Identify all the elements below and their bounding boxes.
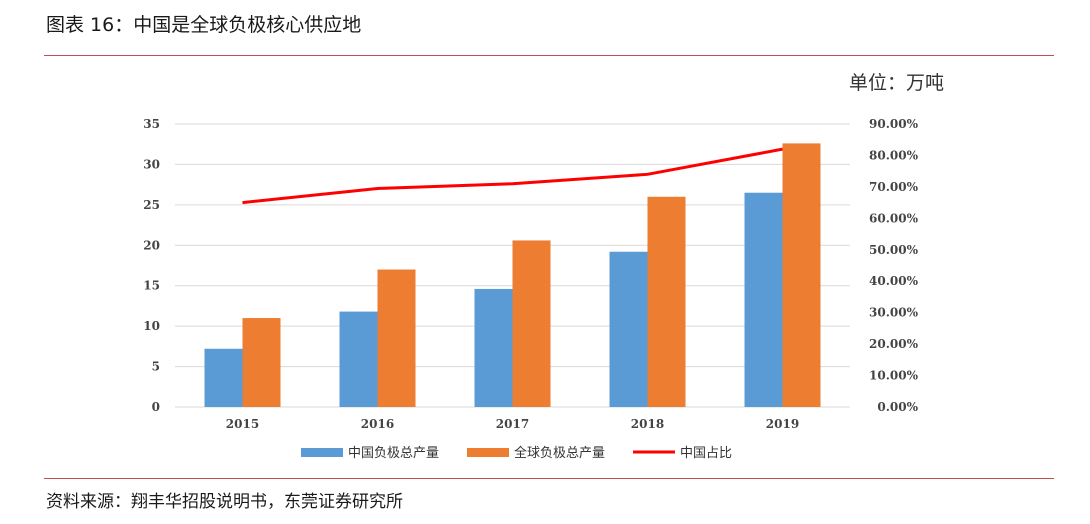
- source-note: 资料来源：翔丰华招股说明书，东莞证券研究所: [46, 492, 403, 512]
- top-divider: [44, 55, 1054, 56]
- bar-series: [204, 143, 821, 408]
- legend-label: 中国占比: [680, 446, 732, 461]
- global-output-bar: [242, 318, 281, 407]
- x-tick-label: 2015: [226, 417, 259, 431]
- china-output-bar: [339, 311, 378, 407]
- left-tick-label: 25: [143, 198, 160, 212]
- right-tick-label: 80.00%: [869, 148, 919, 162]
- left-tick-label: 10: [143, 319, 160, 333]
- x-axis-ticks: 2015 2016 2017 2018 2019: [226, 417, 799, 431]
- right-tick-label: 20.00%: [869, 337, 919, 351]
- right-tick-label: 30.00%: [869, 306, 919, 320]
- right-tick-label: 90.00%: [869, 117, 919, 131]
- global-output-bar: [647, 196, 686, 407]
- global-output-bar: [512, 240, 551, 407]
- legend-swatch: [301, 448, 343, 457]
- unit-label: 单位：万吨: [848, 72, 944, 94]
- left-tick-label: 30: [143, 157, 160, 171]
- right-tick-label: 50.00%: [869, 243, 919, 257]
- chart-legend: 中国负极总产量 全球负极总产量 中国占比: [301, 445, 732, 461]
- x-tick-label: 2018: [631, 417, 664, 431]
- right-axis-ticks: 0.00% 10.00% 20.00% 30.00% 40.00% 50.00% 60.00…: [869, 117, 919, 414]
- right-tick-label: 40.00%: [869, 274, 919, 288]
- right-tick-label: 70.00%: [869, 180, 919, 194]
- line-series: [242, 147, 783, 205]
- x-tick-label: 2019: [766, 417, 799, 431]
- right-tick-label: 60.00%: [869, 211, 919, 225]
- bottom-divider: [44, 478, 1054, 479]
- x-tick-label: 2017: [496, 417, 529, 431]
- china-output-bar: [609, 251, 648, 407]
- china-output-bar: [744, 192, 783, 407]
- china-share-line: [242, 147, 783, 205]
- right-tick-label: 10.00%: [869, 369, 919, 383]
- china-output-bar: [474, 288, 513, 407]
- left-tick-label: 5: [152, 360, 160, 374]
- left-axis-ticks: 0 5 10 15 20 25 30 35: [143, 117, 160, 414]
- x-tick-label: 2016: [361, 417, 394, 431]
- left-tick-label: 0: [152, 400, 160, 414]
- legend-label: 全球负极总产量: [514, 445, 605, 461]
- global-output-bar: [782, 143, 821, 408]
- legend-swatch: [467, 448, 509, 457]
- left-tick-label: 15: [143, 279, 160, 293]
- left-tick-label: 20: [143, 238, 160, 252]
- page-title: 图表 16：中国是全球负极核心供应地: [46, 14, 362, 36]
- global-output-bar: [377, 269, 416, 407]
- china-output-bar: [204, 348, 243, 407]
- legend-label: 中国负极总产量: [348, 446, 439, 461]
- left-tick-label: 35: [143, 117, 160, 131]
- right-tick-label: 0.00%: [877, 400, 918, 414]
